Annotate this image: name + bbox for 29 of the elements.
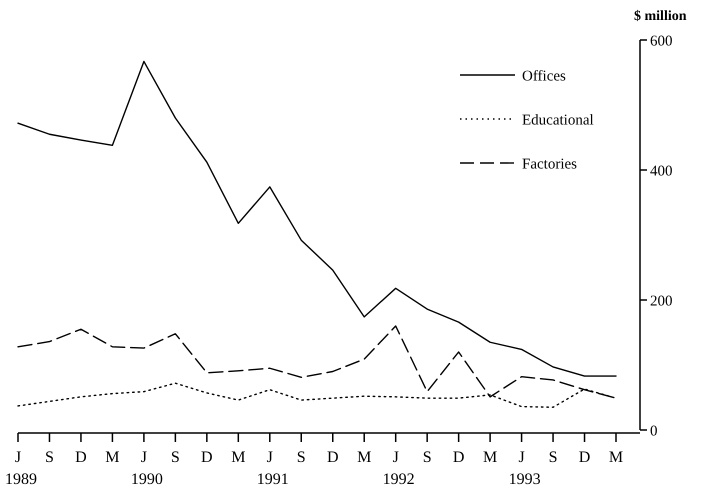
x-tick-label: D [326,449,339,466]
x-tick-label: S [296,449,306,466]
x-tick-label: M [231,449,246,466]
x-tick-label: S [422,449,432,466]
x-tick-label: J 1989 [5,449,37,488]
x-tick-label: D [201,449,213,466]
x-tick-label: M [482,449,498,466]
y-tick-label: 600 [650,33,672,50]
y-tick-label: 0 [650,423,658,440]
legend-label: Educational [522,112,594,128]
legend-label: Factories [522,156,578,172]
x-tick-label: J 1991 [256,449,289,488]
x-tick-label: J 1992 [382,449,415,488]
x-tick-label: S [170,449,180,466]
line-series [17,60,617,377]
x-tick-label: S [45,449,54,466]
x-tick-label: M [357,449,372,466]
y-axis-title: $ million [634,9,687,24]
x-tick-label: M [608,449,624,466]
y-tick-label: 400 [650,163,672,180]
x-tick-label: D [75,449,87,466]
x-tick-label: D [578,449,590,466]
y-tick-label: 200 [650,293,672,310]
x-tick-label: M [105,449,120,466]
x-tick-label: S [548,449,558,466]
x-tick-label: J 1990 [130,449,163,488]
x-tick-label: D [452,449,464,466]
legend-label: Offices [522,68,566,84]
x-tick-label: J 1993 [508,449,541,488]
